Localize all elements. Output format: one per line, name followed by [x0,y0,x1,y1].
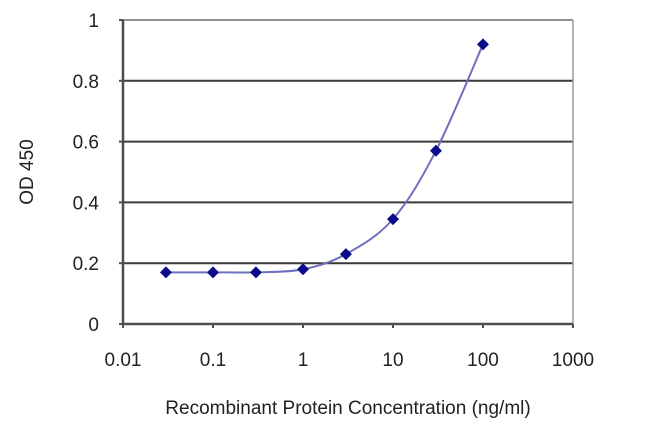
data-markers [159,38,489,279]
y-tick-label: 0.4 [73,193,100,214]
data-point-diamond [207,266,219,279]
data-point-diamond [387,213,399,226]
data-point-diamond [159,266,172,279]
axes [119,19,574,328]
data-point-diamond [429,144,442,157]
data-point-diamond [297,263,309,276]
y-tick-label: 0.8 [73,72,99,93]
x-tick-labels: 0.01 0.1 1 10 100 1000 [105,350,595,371]
data-point-diamond [339,248,352,261]
x-tick-label: 0.01 [105,350,142,371]
y-tick-label: 0.6 [73,133,99,154]
horizontal-gridlines [123,19,573,265]
y-tick-label: 1 [88,11,99,32]
x-tick-label: 1 [298,350,309,371]
data-line [165,43,484,274]
y-tick-labels: 0 0.2 0.4 0.6 0.8 1 [73,11,100,336]
y-axis-title: OD 450 [17,139,38,204]
y-tick-label: 0 [88,315,99,336]
x-tick-label: 10 [382,350,403,371]
data-point-diamond [477,38,489,51]
y-tick-label: 0.2 [73,254,99,275]
x-axis-title: Recombinant Protein Concentration (ng/ml… [165,398,530,419]
x-tick-label: 0.1 [200,350,226,371]
x-tick-label: 100 [467,350,499,371]
x-tick-label: 1000 [552,350,594,371]
data-point-diamond [249,266,262,279]
